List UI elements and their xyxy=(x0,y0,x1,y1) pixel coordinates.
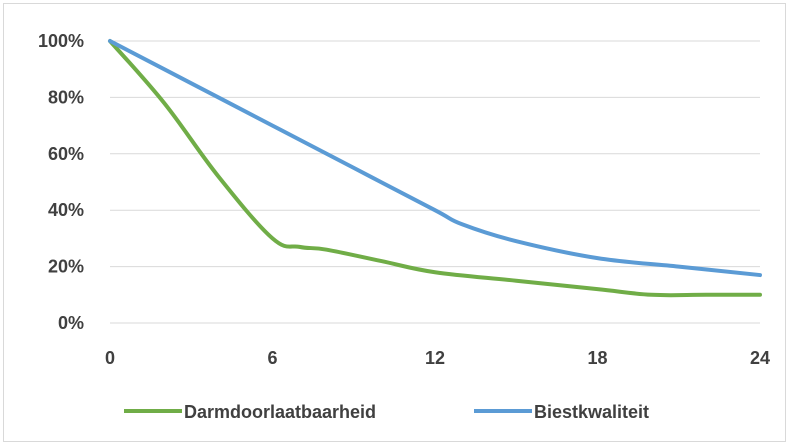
y-tick-label: 100% xyxy=(38,31,84,51)
legend-label-biestkwaliteit: Biestkwaliteit xyxy=(534,402,649,422)
series-line-biestkwaliteit xyxy=(108,39,762,278)
x-tick-label: 18 xyxy=(587,348,607,368)
y-tick-label: 60% xyxy=(48,144,84,164)
x-tick-label: 0 xyxy=(105,348,115,368)
x-tick-label: 6 xyxy=(267,348,277,368)
y-tick-label: 20% xyxy=(48,257,84,277)
y-tick-label: 40% xyxy=(48,200,84,220)
y-tick-label: 80% xyxy=(48,87,84,107)
legend-label-darmdoorlaatbaarheid: Darmdoorlaatbaarheid xyxy=(184,402,376,422)
x-tick-label: 12 xyxy=(425,348,445,368)
x-tick-label: 24 xyxy=(750,348,770,368)
chart-frame xyxy=(3,3,786,442)
y-tick-label: 0% xyxy=(58,313,84,333)
series-line-darmdoorlaatbaarheid xyxy=(108,39,762,298)
